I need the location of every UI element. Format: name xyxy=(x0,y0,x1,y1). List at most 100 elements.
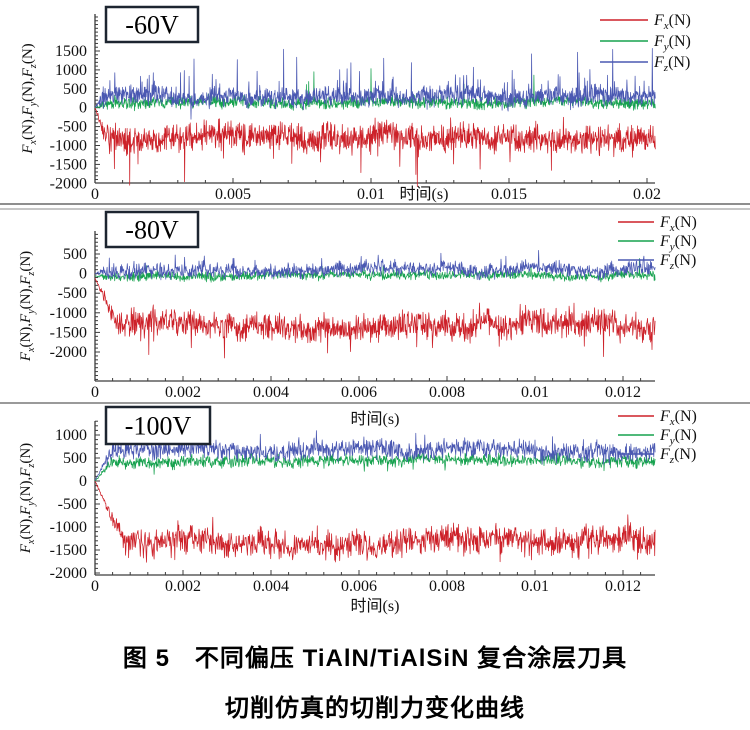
force-unit: (N) xyxy=(674,252,696,269)
x-tick-label: 0.006 xyxy=(341,384,377,401)
x-tick-label: 0.015 xyxy=(491,186,527,203)
force-subscript: y xyxy=(26,309,37,315)
y-tick-label: -1500 xyxy=(50,324,87,341)
y-tick-label: 0 xyxy=(79,473,87,490)
y-tick-label: 1000 xyxy=(55,427,87,444)
series-fz-line xyxy=(94,250,656,281)
force-unit: (N), xyxy=(20,77,36,102)
force-subscript: y xyxy=(28,101,39,107)
legend-label-fx: Fx(N) xyxy=(659,408,697,428)
series-fx-line xyxy=(94,107,656,187)
legend-label-fz: Fz(N) xyxy=(659,252,696,272)
y-tick-label: -1500 xyxy=(50,542,87,559)
force-subscript: x xyxy=(26,347,37,353)
force-unit: (N) xyxy=(668,54,690,71)
y-tick-label: -1000 xyxy=(50,519,87,536)
chart-80v: 500 0 -500 -1000 -1500 -2000 0 0.002 0.004 0.006 0… xyxy=(18,210,697,401)
legend-label-fy: Fy(N) xyxy=(659,427,697,447)
x-tick-label: 0 xyxy=(91,578,99,595)
x-axis-title: 时间(s) xyxy=(400,185,449,203)
force-subscript: x xyxy=(669,416,675,428)
y-axis-title: Fx(N),Fy(N),Fz(N) xyxy=(18,443,37,554)
force-symbol: F xyxy=(659,408,670,425)
y-axis-title: Fx(N),Fy(N),Fz(N) xyxy=(18,251,37,362)
force-unit: (N) xyxy=(669,12,691,29)
y-tick-label: -1000 xyxy=(50,138,87,155)
x-tick-label: 0.002 xyxy=(165,578,201,595)
force-unit: (N) xyxy=(675,427,697,444)
y-tick-label: 0 xyxy=(79,100,87,117)
force-symbol: F xyxy=(18,543,34,554)
y-tick-label: 500 xyxy=(63,246,87,263)
force-unit: (N) xyxy=(675,233,697,250)
bias-label: -60V xyxy=(125,11,179,40)
force-symbol: F xyxy=(18,505,34,516)
force-symbol: F xyxy=(659,427,670,444)
separator-line xyxy=(0,208,750,210)
force-subscript: y xyxy=(26,501,37,507)
force-subscript: z xyxy=(26,464,37,469)
bias-label: -80V xyxy=(125,216,179,245)
force-subscript: z xyxy=(669,260,675,272)
force-subscript: x xyxy=(28,139,39,145)
force-subscript: y xyxy=(669,241,675,253)
force-symbol: F xyxy=(659,214,670,231)
separator-line xyxy=(0,402,750,404)
y-tick-label: 500 xyxy=(63,450,87,467)
force-unit: (N) xyxy=(20,43,36,64)
bias-label: -100V xyxy=(125,412,192,441)
bias-box xyxy=(104,5,200,44)
force-subscript: x xyxy=(26,539,37,545)
force-symbol: F xyxy=(18,351,34,362)
force-subscript: z xyxy=(28,64,39,69)
force-symbol: F xyxy=(18,275,34,286)
y-tick-label: -500 xyxy=(58,119,87,136)
force-subscript: x xyxy=(663,20,669,32)
force-unit: (N) xyxy=(675,214,697,231)
y-tick-label: -1500 xyxy=(50,156,87,173)
x-tick-label: 0.01 xyxy=(521,384,549,401)
x-tick-label: 0.002 xyxy=(165,384,201,401)
force-unit: (N), xyxy=(18,515,34,540)
x-tick-label: 0.012 xyxy=(605,384,641,401)
y-tick-label: -500 xyxy=(58,285,87,302)
legend-label-fy: Fy(N) xyxy=(653,33,691,53)
force-symbol: F xyxy=(659,446,670,463)
x-tick-label: 0.02 xyxy=(633,186,661,203)
force-symbol: F xyxy=(659,252,670,269)
force-subscript: z xyxy=(26,272,37,277)
series-fz-line xyxy=(94,430,656,481)
legend-label-fx: Fx(N) xyxy=(653,12,691,32)
y-axis-title: Fx(N),Fy(N),Fz(N) xyxy=(20,43,39,154)
series-fx-line xyxy=(94,278,656,359)
x-tick-label: 0 xyxy=(91,384,99,401)
bias-box xyxy=(104,210,200,249)
force-unit: (N) xyxy=(18,251,34,272)
y-tick-label: -500 xyxy=(58,496,87,513)
force-subscript: x xyxy=(669,222,675,234)
force-symbol: F xyxy=(653,33,664,50)
legend-label-fy: Fy(N) xyxy=(659,233,697,253)
legend-label-fz: Fz(N) xyxy=(653,54,690,74)
force-subscript: z xyxy=(663,62,669,74)
force-symbol: F xyxy=(659,233,670,250)
y-tick-label: 0 xyxy=(79,266,87,283)
force-symbol: F xyxy=(18,467,34,478)
x-tick-label: 0.01 xyxy=(521,578,549,595)
x-tick-label: 0.012 xyxy=(605,578,641,595)
force-symbol: F xyxy=(20,144,36,155)
force-unit: (N) xyxy=(675,408,697,425)
caption-line-1: 图 5 不同偏压 TiAlN/TiAlSiN 复合涂层刀具 xyxy=(122,645,628,672)
x-tick-label: 0.006 xyxy=(341,578,377,595)
force-unit: (N), xyxy=(18,285,34,310)
force-unit: (N) xyxy=(669,33,691,50)
force-symbol: F xyxy=(653,12,664,29)
y-tick-label: 500 xyxy=(63,81,87,98)
force-symbol: F xyxy=(18,313,34,324)
force-symbol: F xyxy=(20,105,36,116)
series-fy-line xyxy=(94,451,656,482)
series-fy-line xyxy=(94,68,656,112)
